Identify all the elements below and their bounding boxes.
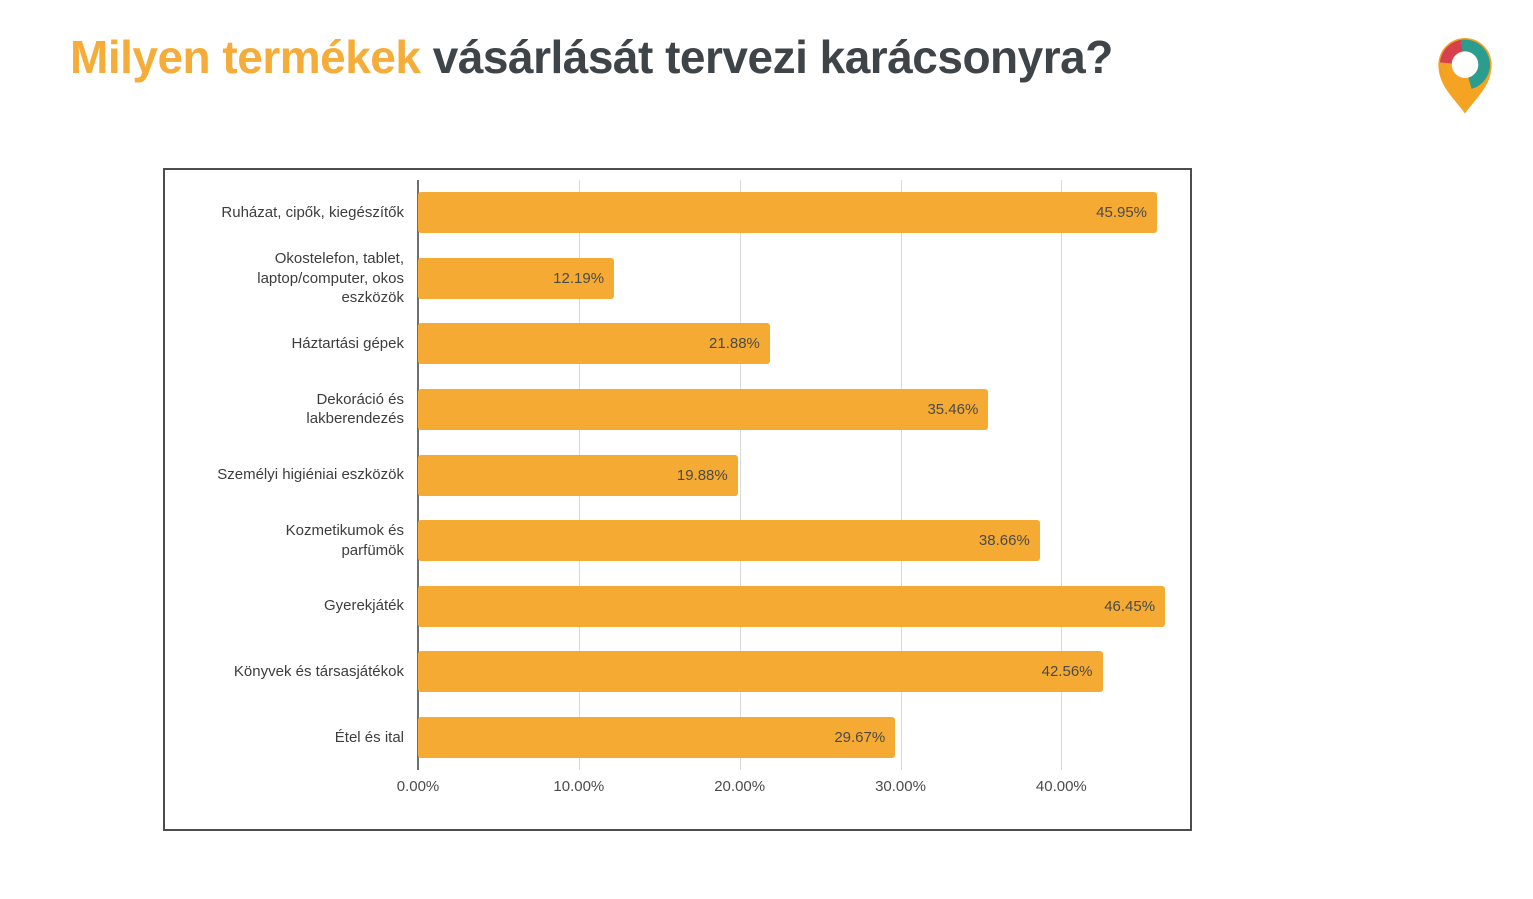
- bar: 46.45%: [418, 585, 1166, 627]
- x-tick-label: 40.00%: [1035, 778, 1087, 795]
- bar-value-label: 29.67%: [834, 728, 886, 746]
- category-label: Étel és ital: [334, 728, 404, 746]
- chart-row: Háztartási gépek 21.88%: [165, 311, 1190, 377]
- gridline: [739, 180, 741, 770]
- bar-value-label: 19.88%: [676, 466, 728, 484]
- location-pin-icon: [1438, 38, 1492, 114]
- bar: 12.19%: [418, 257, 615, 299]
- category-label: Személyi higiéniai eszközök: [217, 466, 404, 484]
- bar-track: 19.88%: [418, 454, 1190, 496]
- chart-row: Gyerekjáték 46.45%: [165, 573, 1190, 639]
- bar-value-label: 21.88%: [709, 335, 760, 353]
- chart-rows: Ruházat, cipők, kiegészítők 45.95% Okost…: [165, 180, 1190, 770]
- category-label: Gyerekjáték: [323, 597, 404, 615]
- chart-row: Személyi higiéniai eszközök 19.88%: [165, 442, 1190, 508]
- title-highlight: Milyen termékek: [70, 31, 421, 83]
- x-axis-tick-labels: 0.00% 10.00% 20.00% 30.00% 40.00%: [397, 778, 1190, 800]
- chart-row: Kozmetikumok és parfümök 38.66%: [165, 508, 1190, 574]
- bar-track: 42.56%: [418, 651, 1190, 693]
- gridline: [1061, 180, 1063, 770]
- x-tick-label: 20.00%: [714, 778, 766, 795]
- category-label: Dekoráció és lakberendezés: [306, 390, 404, 428]
- chart-row: Könyvek és társasjátékok 42.56%: [165, 639, 1190, 705]
- bar-track: 46.45%: [418, 585, 1190, 627]
- bar-value-label: 38.66%: [978, 532, 1030, 550]
- bar-track: 35.46%: [418, 388, 1190, 430]
- bar-value-label: 45.95%: [1096, 204, 1148, 222]
- x-tick-label: 0.00%: [396, 778, 440, 795]
- x-tick-label: 10.00%: [553, 778, 605, 795]
- bar: 35.46%: [418, 388, 989, 430]
- bar-track: 29.67%: [418, 716, 1190, 758]
- category-label: Könyvek és társasjátékok: [233, 662, 404, 680]
- brand-logo: [1428, 30, 1502, 120]
- bar: 38.66%: [418, 520, 1040, 562]
- bar: 29.67%: [418, 716, 896, 758]
- category-label: Ruházat, cipők, kiegészítők: [221, 204, 404, 222]
- bar-value-label: 12.19%: [553, 269, 605, 287]
- bar-track: 12.19%: [418, 257, 1190, 299]
- chart-row: Étel és ital 29.67%: [165, 705, 1190, 771]
- title-rest: vásárlását tervezi karácsonyra?: [420, 31, 1114, 83]
- bar-value-label: 42.56%: [1041, 663, 1093, 681]
- chart-row: Ruházat, cipők, kiegészítők 45.95%: [165, 180, 1190, 246]
- category-label: Okostelefon, tablet, laptop/computer, ok…: [257, 250, 404, 307]
- chart-row: Okostelefon, tablet, laptop/computer, ok…: [165, 246, 1190, 312]
- category-label: Kozmetikumok és parfümök: [285, 522, 404, 559]
- gridline: [900, 180, 902, 770]
- bar: 42.56%: [418, 651, 1103, 693]
- bar-track: 38.66%: [418, 520, 1190, 562]
- bar-track: 45.95%: [418, 192, 1190, 234]
- bar: 21.88%: [418, 323, 770, 365]
- bar-value-label: 46.45%: [1104, 597, 1156, 615]
- page-title: Milyen termékek vásárlását tervezi karác…: [70, 30, 1113, 84]
- bar-track: 21.88%: [418, 323, 1190, 365]
- bar: 19.88%: [418, 454, 738, 496]
- bar-chart: Ruházat, cipők, kiegészítők 45.95% Okost…: [163, 168, 1192, 831]
- category-label: Háztartási gépek: [291, 335, 404, 353]
- chart-row: Dekoráció és lakberendezés 35.46%: [165, 377, 1190, 443]
- bar-value-label: 35.46%: [927, 400, 979, 418]
- x-tick-label: 30.00%: [875, 778, 926, 795]
- bar: 45.95%: [418, 192, 1158, 234]
